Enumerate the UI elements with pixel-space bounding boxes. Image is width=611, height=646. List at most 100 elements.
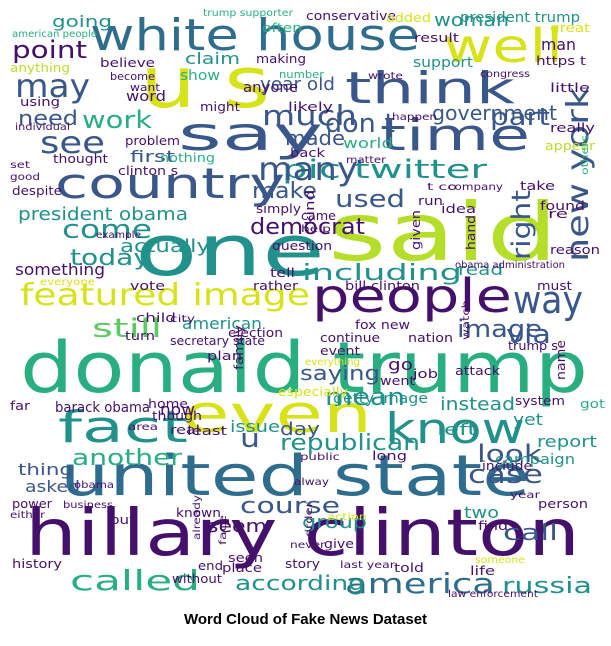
cloud-word: thought xyxy=(53,152,108,166)
cloud-word: many xyxy=(258,150,358,188)
cloud-word: call xyxy=(503,521,558,546)
cloud-word: seem xyxy=(207,516,267,537)
cloud-word: long xyxy=(372,449,407,463)
cloud-word: rather xyxy=(253,279,298,293)
cloud-word: government xyxy=(432,101,557,125)
cloud-word: might xyxy=(200,100,240,114)
cloud-word: actually xyxy=(120,236,210,257)
cloud-word: really xyxy=(550,121,595,135)
cloud-word: great xyxy=(550,21,590,35)
cloud-word: american people xyxy=(12,29,97,40)
cloud-word: obama xyxy=(74,480,114,491)
cloud-word: instead xyxy=(440,394,515,415)
cloud-word: part xyxy=(490,103,550,131)
cloud-word: still xyxy=(92,314,162,344)
cloud-word: matter xyxy=(346,155,387,166)
cloud-word: came xyxy=(301,209,336,223)
cloud-word: year xyxy=(510,490,541,501)
cloud-word: power xyxy=(12,497,52,511)
cloud-word: history xyxy=(12,557,62,571)
cloud-word: far xyxy=(10,399,30,413)
cloud-word: featured image xyxy=(20,278,310,313)
cloud-word: much xyxy=(262,99,357,132)
cloud-word: got xyxy=(580,397,605,411)
cloud-word: good xyxy=(10,172,40,183)
cloud-word: america xyxy=(345,567,495,600)
cloud-word: saying xyxy=(300,361,380,385)
cloud-word: told xyxy=(394,561,424,575)
cloud-word: don t xyxy=(325,109,395,139)
cloud-word: left xyxy=(437,420,477,439)
cloud-word: law enforcement xyxy=(448,589,538,600)
cloud-word: result xyxy=(414,31,459,45)
cloud-word: anything xyxy=(10,61,70,75)
cloud-word: happen xyxy=(392,112,437,123)
cloud-word: seen xyxy=(228,551,263,565)
cloud-word: two xyxy=(464,503,499,522)
cloud-word: child xyxy=(136,311,176,325)
cloud-word: often xyxy=(262,21,302,35)
cloud-word: help xyxy=(301,224,331,235)
cloud-word: individual xyxy=(15,122,70,133)
cloud-word: called xyxy=(70,564,200,597)
cloud-word: without xyxy=(172,572,222,586)
cloud-word: trump s xyxy=(508,339,558,353)
cloud-word: likely xyxy=(288,100,333,114)
cloud-word: u s xyxy=(140,42,270,124)
cloud-word: right xyxy=(507,190,537,260)
cloud-word: course xyxy=(240,494,340,519)
cloud-word: say xyxy=(178,107,323,161)
cloud-word: yet xyxy=(513,410,543,429)
cloud-word: group xyxy=(302,512,367,533)
cloud-word: via xyxy=(506,320,551,350)
cloud-word: take xyxy=(520,179,555,193)
cloud-word: issue xyxy=(230,417,280,436)
cloud-word: including xyxy=(302,261,462,286)
cloud-word: everyone xyxy=(40,277,95,288)
cloud-word: may xyxy=(15,67,90,105)
cloud-word: include xyxy=(482,459,532,473)
cloud-word: given xyxy=(409,210,423,250)
cloud-word: fox new xyxy=(355,318,410,332)
cloud-word: went xyxy=(380,374,415,388)
cloud-word: asked xyxy=(25,477,80,496)
cloud-word: problem xyxy=(125,134,180,148)
cloud-word: going xyxy=(52,12,112,31)
cloud-word: https t xyxy=(536,54,586,68)
cloud-word: donald trump xyxy=(20,327,588,409)
cloud-word: put xyxy=(110,513,135,527)
cloud-word: must xyxy=(537,279,572,293)
cloud-word: united state xyxy=(60,444,530,509)
cloud-word: end xyxy=(198,559,223,573)
cloud-word: used xyxy=(335,185,405,213)
cloud-word: place xyxy=(222,561,262,575)
cloud-word: though xyxy=(152,409,202,423)
cloud-word: believe xyxy=(100,56,155,70)
cloud-word: want xyxy=(130,81,161,94)
cloud-word: image xyxy=(457,315,542,343)
cloud-word: made xyxy=(285,126,345,150)
cloud-word: know xyxy=(385,404,525,453)
cloud-word: congress xyxy=(480,69,530,80)
figure-caption: Word Cloud of Fake News Dataset xyxy=(183,611,428,628)
cloud-word: nation xyxy=(408,331,453,345)
cloud-word: plan xyxy=(207,349,242,363)
cloud-word: hand xyxy=(464,215,478,250)
cloud-word: simply xyxy=(256,202,301,216)
cloud-word: barack obama xyxy=(55,400,150,416)
cloud-word: tell xyxy=(270,266,295,280)
cloud-word: world xyxy=(343,136,393,152)
cloud-word: turn xyxy=(125,329,155,343)
cloud-word: find xyxy=(478,519,508,533)
cloud-word: something xyxy=(15,260,105,279)
cloud-word: vote xyxy=(130,279,165,293)
cloud-word: first xyxy=(130,147,175,166)
cloud-word: even xyxy=(182,385,372,445)
cloud-word: conservative xyxy=(306,9,396,23)
cloud-word: claim xyxy=(185,49,240,68)
cloud-word: think xyxy=(345,63,516,114)
cloud-word: make xyxy=(252,179,317,204)
cloud-word: despite xyxy=(12,184,62,198)
cloud-word: others xyxy=(580,135,591,175)
cloud-word: thing xyxy=(18,460,73,479)
